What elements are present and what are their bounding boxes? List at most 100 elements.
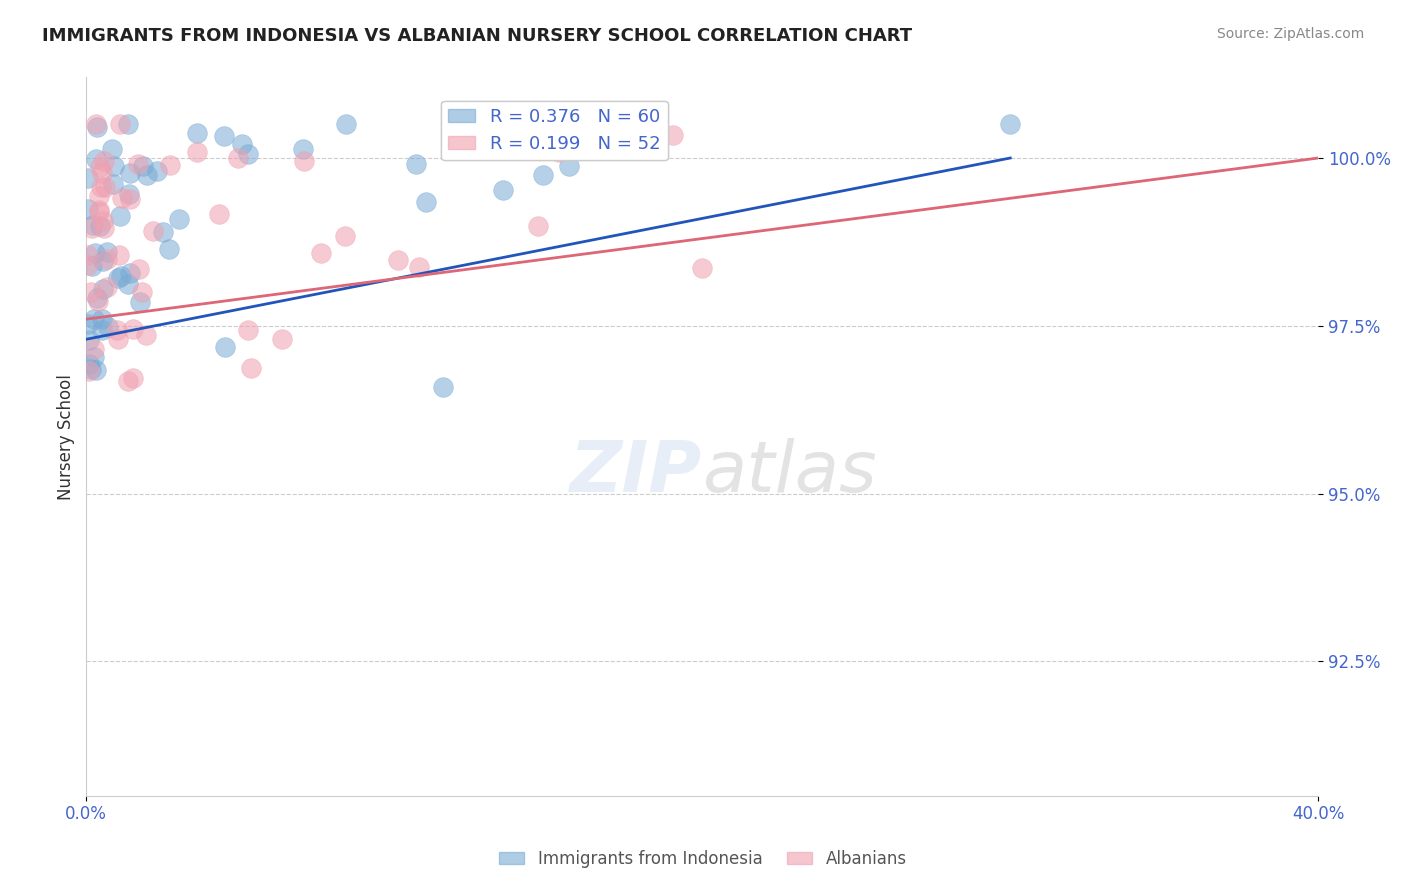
- Point: [690, 261, 713, 276]
- Point: [82, 259, 104, 273]
- Point: [136, 168, 159, 182]
- Point: [333, 229, 356, 244]
- Point: [118, 186, 141, 201]
- Point: [121, 370, 143, 384]
- Point: [77, 364, 100, 378]
- Point: [492, 182, 515, 196]
- Point: [271, 332, 294, 346]
- Point: [207, 207, 229, 221]
- Point: [236, 323, 259, 337]
- Point: [465, 136, 488, 151]
- Point: [105, 323, 128, 337]
- Point: [96, 280, 118, 294]
- Point: [84, 117, 107, 131]
- Point: [84, 153, 107, 167]
- Point: [662, 128, 685, 142]
- Point: [87, 293, 110, 308]
- Point: [157, 242, 180, 256]
- Point: [117, 117, 139, 131]
- Point: [83, 350, 105, 364]
- Point: [101, 178, 124, 192]
- Point: [231, 136, 253, 151]
- Point: [89, 160, 111, 174]
- Point: [454, 136, 477, 150]
- Point: [291, 142, 314, 156]
- Point: [558, 159, 581, 173]
- Point: [1000, 117, 1022, 131]
- Point: [79, 357, 101, 371]
- Point: [82, 218, 104, 232]
- Point: [159, 158, 181, 172]
- Point: [96, 252, 118, 266]
- Point: [108, 209, 131, 223]
- Point: [86, 291, 108, 305]
- Point: [128, 295, 150, 310]
- Text: atlas: atlas: [702, 438, 877, 507]
- Point: [405, 157, 427, 171]
- Point: [432, 380, 454, 394]
- Point: [80, 362, 103, 376]
- Point: [91, 214, 114, 228]
- Point: [131, 285, 153, 300]
- Point: [186, 145, 208, 160]
- Point: [152, 225, 174, 239]
- Point: [90, 179, 112, 194]
- Legend: R = 0.376   N = 60, R = 0.199   N = 52: R = 0.376 N = 60, R = 0.199 N = 52: [441, 101, 668, 161]
- Point: [101, 142, 124, 156]
- Point: [91, 253, 114, 268]
- Point: [309, 246, 332, 260]
- Point: [548, 145, 571, 160]
- Point: [167, 212, 190, 227]
- Point: [387, 253, 409, 268]
- Point: [91, 282, 114, 296]
- Point: [141, 223, 163, 237]
- Legend: Immigrants from Indonesia, Albanians: Immigrants from Indonesia, Albanians: [492, 844, 914, 875]
- Point: [93, 220, 115, 235]
- Text: IMMIGRANTS FROM INDONESIA VS ALBANIAN NURSERY SCHOOL CORRELATION CHART: IMMIGRANTS FROM INDONESIA VS ALBANIAN NU…: [42, 27, 912, 45]
- Point: [89, 219, 111, 234]
- Point: [76, 170, 98, 185]
- Point: [212, 129, 235, 144]
- Point: [87, 202, 110, 217]
- Point: [87, 205, 110, 219]
- Point: [117, 277, 139, 292]
- Point: [91, 312, 114, 326]
- Y-axis label: Nursery School: Nursery School: [58, 374, 75, 500]
- Point: [82, 220, 104, 235]
- Point: [146, 163, 169, 178]
- Point: [408, 260, 430, 274]
- Point: [107, 270, 129, 285]
- Point: [84, 246, 107, 260]
- Point: [117, 374, 139, 388]
- Point: [110, 268, 132, 283]
- Point: [77, 334, 100, 348]
- Point: [186, 126, 208, 140]
- Point: [79, 285, 101, 299]
- Point: [214, 341, 236, 355]
- Point: [97, 319, 120, 334]
- Point: [103, 159, 125, 173]
- Point: [77, 259, 100, 273]
- Point: [135, 328, 157, 343]
- Point: [91, 323, 114, 337]
- Point: [335, 117, 357, 131]
- Point: [128, 262, 150, 277]
- Point: [83, 312, 105, 326]
- Point: [226, 151, 249, 165]
- Point: [108, 117, 131, 131]
- Point: [240, 360, 263, 375]
- Point: [77, 317, 100, 331]
- Text: Source: ZipAtlas.com: Source: ZipAtlas.com: [1216, 27, 1364, 41]
- Point: [107, 332, 129, 346]
- Point: [84, 362, 107, 376]
- Point: [83, 343, 105, 357]
- Point: [111, 191, 134, 205]
- Point: [121, 322, 143, 336]
- Point: [87, 189, 110, 203]
- Point: [93, 154, 115, 169]
- Point: [90, 166, 112, 180]
- Point: [415, 194, 437, 209]
- Point: [77, 248, 100, 262]
- Point: [547, 117, 569, 131]
- Point: [118, 266, 141, 280]
